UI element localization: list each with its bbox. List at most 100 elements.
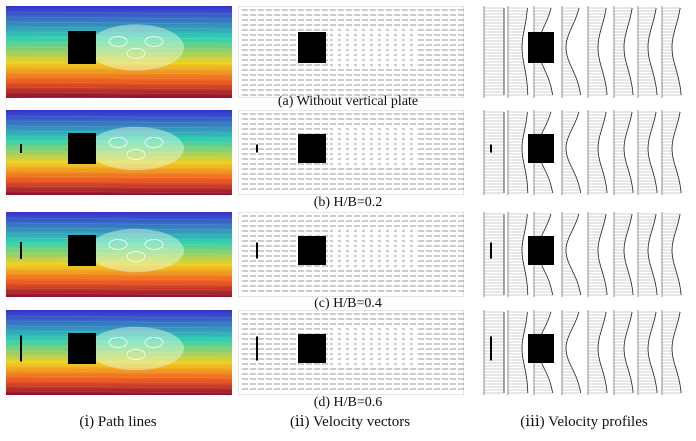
profile-curve: [671, 7, 682, 96]
vector-field-frame: [238, 310, 464, 395]
streak-line: [6, 56, 232, 60]
streak-line: [6, 262, 232, 266]
profiles-frame: [478, 110, 690, 195]
vectors-panel-c: [238, 212, 464, 297]
vortex: [108, 337, 128, 348]
vortex: [108, 239, 128, 250]
streak-line: [6, 26, 232, 30]
vertical-plate: [20, 335, 22, 362]
streak-line: [6, 125, 232, 129]
streak-line: [6, 135, 232, 139]
streak-line: [6, 140, 232, 144]
vortex: [126, 251, 146, 262]
streak-line: [6, 370, 232, 374]
streak-line: [6, 150, 232, 154]
streak-line: [6, 81, 232, 85]
streak-line: [6, 272, 232, 276]
streak-line: [6, 385, 232, 389]
profile-curve: [597, 7, 608, 96]
profile-curve: [597, 311, 608, 394]
vortex: [126, 48, 146, 59]
pathlines-panel-b: [6, 110, 232, 195]
streak-line: [6, 350, 232, 354]
column-caption-profiles: (ⅲ) Velocity profiles: [520, 414, 648, 430]
pathlines-panel-a: [6, 6, 232, 98]
profiles-panel-a: [478, 6, 690, 98]
wake-region: [88, 326, 184, 371]
streak-line: [6, 120, 232, 124]
streak-line: [6, 180, 232, 184]
streak-line: [6, 51, 232, 55]
profiles-panel-b: [478, 110, 690, 195]
profile-curve: [521, 111, 529, 194]
vortex: [126, 349, 146, 360]
streak-line: [6, 31, 232, 35]
vertical-plate: [256, 144, 258, 153]
column-caption-vectors: (ⅱ) Velocity vectors: [289, 414, 411, 430]
wake-region: [88, 126, 184, 171]
profile-curve: [565, 111, 581, 194]
streak-line: [6, 36, 232, 40]
flow-field: [6, 212, 232, 297]
row-caption-a: (a) Without vertical plate: [277, 94, 419, 109]
profiles-frame: [478, 212, 690, 297]
wake-region: [88, 228, 184, 273]
vertical-plate: [20, 242, 22, 259]
streak-line: [6, 355, 232, 359]
streak-line: [6, 16, 232, 20]
row-caption-c: (c) H/B=0.4: [314, 296, 382, 311]
streak-line: [6, 217, 232, 221]
streak-line: [6, 320, 232, 324]
vortex: [144, 137, 164, 148]
streak-line: [6, 375, 232, 379]
streak-line: [6, 232, 232, 236]
flow-field: [6, 310, 232, 395]
vertical-plate: [490, 144, 492, 153]
wake-region: [88, 24, 184, 71]
pathlines-panel-d: [6, 310, 232, 395]
streak-line: [6, 170, 232, 174]
vertical-plate: [490, 242, 492, 259]
streak-line: [6, 292, 232, 296]
streak-line: [6, 315, 232, 319]
profile-curve: [521, 213, 529, 296]
profile-curve: [597, 213, 608, 296]
square-cylinder: [298, 334, 326, 363]
vector-field-frame: [238, 110, 464, 195]
streak-line: [6, 185, 232, 189]
profile-curve: [597, 111, 608, 194]
streak-line: [6, 222, 232, 226]
square-cylinder: [68, 31, 96, 64]
profile-curve: [671, 311, 682, 394]
streak-line: [6, 335, 232, 339]
streak-line: [6, 41, 232, 45]
streak-line: [6, 91, 232, 95]
streak-line: [6, 130, 232, 134]
streak-line: [6, 160, 232, 164]
vortex: [108, 36, 128, 47]
streak-line: [6, 175, 232, 179]
profile-curve: [623, 213, 634, 296]
streak-line: [6, 360, 232, 364]
streak-line: [6, 380, 232, 384]
vertical-plate: [20, 144, 22, 153]
profiles-frame: [478, 6, 690, 98]
vortex: [144, 239, 164, 250]
profile-curve: [565, 311, 581, 394]
vertical-plate: [256, 242, 258, 259]
vectors-panel-b: [238, 110, 464, 195]
square-cylinder: [528, 236, 554, 265]
flow-field: [6, 6, 232, 98]
vertical-plate: [490, 336, 492, 361]
row-caption-d: (d) H/B=0.6: [313, 395, 383, 410]
row-caption-b: (b) H/B=0.2: [313, 195, 383, 210]
streak-line: [6, 190, 232, 194]
square-cylinder: [68, 333, 96, 364]
streak-line: [6, 21, 232, 25]
pathlines-panel-c: [6, 212, 232, 297]
vector-field-frame: [238, 212, 464, 297]
vortex: [126, 149, 146, 160]
profile-curve: [623, 311, 634, 394]
vertical-plate: [256, 336, 258, 361]
streak-line: [6, 61, 232, 65]
